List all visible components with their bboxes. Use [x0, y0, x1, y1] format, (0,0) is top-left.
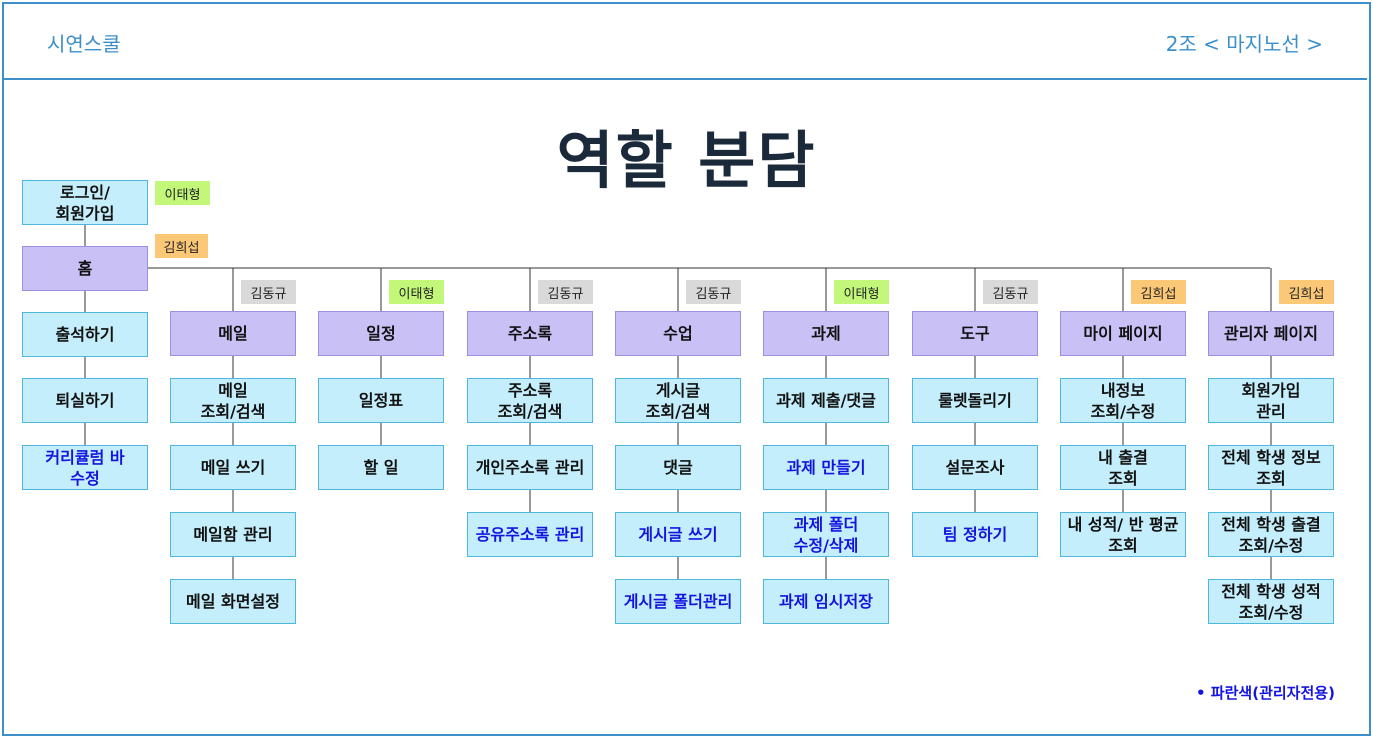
task-box-8-2: 전체 학생 정보 조회: [1208, 445, 1334, 490]
category-box-4: 수업: [615, 311, 741, 356]
task-box-1-3: 메일함 관리: [170, 512, 296, 557]
category-box-5: 과제: [763, 311, 889, 356]
task-box-5-2: 과제 만들기: [763, 445, 889, 490]
owner-tag-col-6: 김동규: [983, 280, 1038, 304]
owner-tag-col-1: 김동규: [241, 280, 296, 304]
task-box-8-1: 회원가입 관리: [1208, 378, 1334, 423]
owner-tag-col-4: 김동규: [686, 280, 741, 304]
task-box-2-2: 할 일: [318, 445, 444, 490]
owner-tag-col-7: 김희섭: [1131, 280, 1186, 304]
owner-tag-col-5: 이태형: [834, 280, 889, 304]
task-box-3-1: 주소록 조회/검색: [467, 378, 593, 423]
task-box-8-3: 전체 학생 출결 조회/수정: [1208, 512, 1334, 557]
left-item-2: 퇴실하기: [22, 378, 148, 423]
task-box-4-3: 게시글 쓰기: [615, 512, 741, 557]
login-signup-box: 로그인/ 회원가입: [22, 180, 148, 225]
left-item-3: 커리큘럼 바 수정: [22, 445, 148, 490]
category-box-1: 메일: [170, 311, 296, 356]
category-box-6: 도구: [912, 311, 1038, 356]
task-box-4-4: 게시글 폴더관리: [615, 579, 741, 624]
category-box-8: 관리자 페이지: [1208, 311, 1334, 356]
task-box-4-2: 댓글: [615, 445, 741, 490]
legend-admin-only: • 파란색(관리자전용): [1196, 684, 1335, 702]
task-box-2-1: 일정표: [318, 378, 444, 423]
owner-tag-login: 이태형: [155, 181, 210, 205]
category-box-2: 일정: [318, 311, 444, 356]
category-box-7: 마이 페이지: [1060, 311, 1186, 356]
task-box-7-3: 내 성적/ 반 평균 조회: [1060, 512, 1186, 557]
task-box-1-4: 메일 화면설정: [170, 579, 296, 624]
team-name: 2조 < 마지노선 >: [1165, 32, 1323, 56]
task-box-3-3: 공유주소록 관리: [467, 512, 593, 557]
page-title: 역할 분담: [556, 124, 817, 197]
task-box-7-1: 내정보 조회/수정: [1060, 378, 1186, 423]
header-bar: [2, 2, 1367, 80]
owner-tag-col-2: 이태형: [389, 280, 444, 304]
task-box-4-1: 게시글 조회/검색: [615, 378, 741, 423]
task-box-6-2: 설문조사: [912, 445, 1038, 490]
task-box-7-2: 내 출결 조회: [1060, 445, 1186, 490]
task-box-3-2: 개인주소록 관리: [467, 445, 593, 490]
task-box-5-3: 과제 폴더 수정/삭제: [763, 512, 889, 557]
task-box-5-4: 과제 임시저장: [763, 579, 889, 624]
task-box-6-1: 룰렛돌리기: [912, 378, 1038, 423]
task-box-1-1: 메일 조회/검색: [170, 378, 296, 423]
brand-name: 시연스쿨: [47, 32, 121, 56]
task-box-8-4: 전체 학생 성적 조회/수정: [1208, 579, 1334, 624]
owner-tag-home: 김희섭: [155, 234, 208, 258]
left-item-1: 출석하기: [22, 312, 148, 357]
task-box-1-2: 메일 쓰기: [170, 445, 296, 490]
owner-tag-col-8: 김희섭: [1279, 280, 1334, 304]
task-box-6-3: 팀 정하기: [912, 512, 1038, 557]
task-box-5-1: 과제 제출/댓글: [763, 378, 889, 423]
owner-tag-col-3: 김동규: [538, 280, 593, 304]
category-box-3: 주소록: [467, 311, 593, 356]
home-box: 홈: [22, 246, 148, 291]
